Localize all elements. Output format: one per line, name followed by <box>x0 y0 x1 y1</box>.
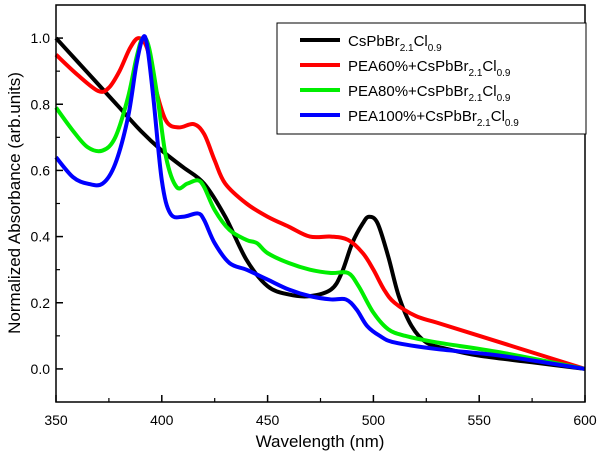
y-tick-label: 0.6 <box>31 162 51 178</box>
series-line-3 <box>54 34 586 371</box>
legend-label-part: Cl <box>414 33 428 50</box>
series-lines <box>54 34 586 371</box>
y-tick-label: 0.2 <box>31 295 51 311</box>
legend-label-part: Cl <box>482 83 496 100</box>
legend-label-part: PEA60%+CsPbBr <box>348 58 468 75</box>
legend-label-1: PEA60%+CsPbBr2.1Cl0.9 <box>348 58 511 79</box>
legend-label-3: PEA100%+CsPbBr2.1Cl0.9 <box>348 108 519 129</box>
legend-label-2: PEA80%+CsPbBr2.1Cl0.9 <box>348 83 511 104</box>
legend-label-part: 2.1 <box>477 118 491 129</box>
y-tick-label: 0.8 <box>31 96 51 112</box>
y-tick-label: 0.0 <box>31 361 51 377</box>
x-tick-label: 500 <box>362 412 386 428</box>
x-tick-label: 400 <box>150 412 174 428</box>
y-axis: 0.0 0.2 0.4 0.6 0.8 1.0 <box>31 30 63 377</box>
legend-label-0: CsPbBr2.1Cl0.9 <box>348 33 442 54</box>
legend-label-part: PEA100%+CsPbBr <box>348 108 477 125</box>
legend: CsPbBr2.1Cl0.9PEA60%+CsPbBr2.1Cl0.9PEA80… <box>276 22 587 135</box>
legend-label-part: 0.9 <box>497 93 511 104</box>
y-tick-label: 1.0 <box>31 30 51 46</box>
legend-label-part: 0.9 <box>505 118 519 129</box>
legend-label-part: Cl <box>491 108 505 125</box>
series-line-1 <box>54 36 586 371</box>
x-tick-label: 350 <box>44 412 68 428</box>
legend-label-part: CsPbBr <box>348 33 400 50</box>
legend-label-part: 0.9 <box>428 43 442 54</box>
y-axis-label: Normalized Absorbance (arb.units) <box>5 72 24 334</box>
series-line-2 <box>54 35 586 371</box>
legend-label-part: 2.1 <box>468 93 482 104</box>
legend-label-part: PEA80%+CsPbBr <box>348 83 468 100</box>
y-tick-label: 0.4 <box>31 229 51 245</box>
x-axis: 350 400 450 500 550 600 <box>44 395 597 428</box>
legend-label-part: 2.1 <box>468 68 482 79</box>
x-tick-label: 450 <box>256 412 280 428</box>
x-tick-label: 600 <box>573 412 597 428</box>
x-tick-label: 550 <box>468 412 492 428</box>
x-axis-label: Wavelength (nm) <box>256 432 385 451</box>
legend-label-part: 0.9 <box>497 68 511 79</box>
legend-label-part: Cl <box>482 58 496 75</box>
legend-label-part: 2.1 <box>400 43 414 54</box>
